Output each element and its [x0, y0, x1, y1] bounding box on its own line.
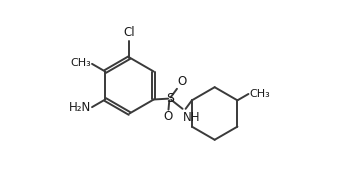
Text: Cl: Cl [124, 26, 135, 39]
Text: S: S [166, 92, 174, 105]
Text: CH₃: CH₃ [70, 58, 91, 68]
Text: NH: NH [183, 110, 201, 123]
Text: CH₃: CH₃ [249, 89, 270, 99]
Text: O: O [178, 75, 187, 88]
Text: H₂N: H₂N [68, 101, 91, 114]
Text: O: O [163, 110, 173, 123]
